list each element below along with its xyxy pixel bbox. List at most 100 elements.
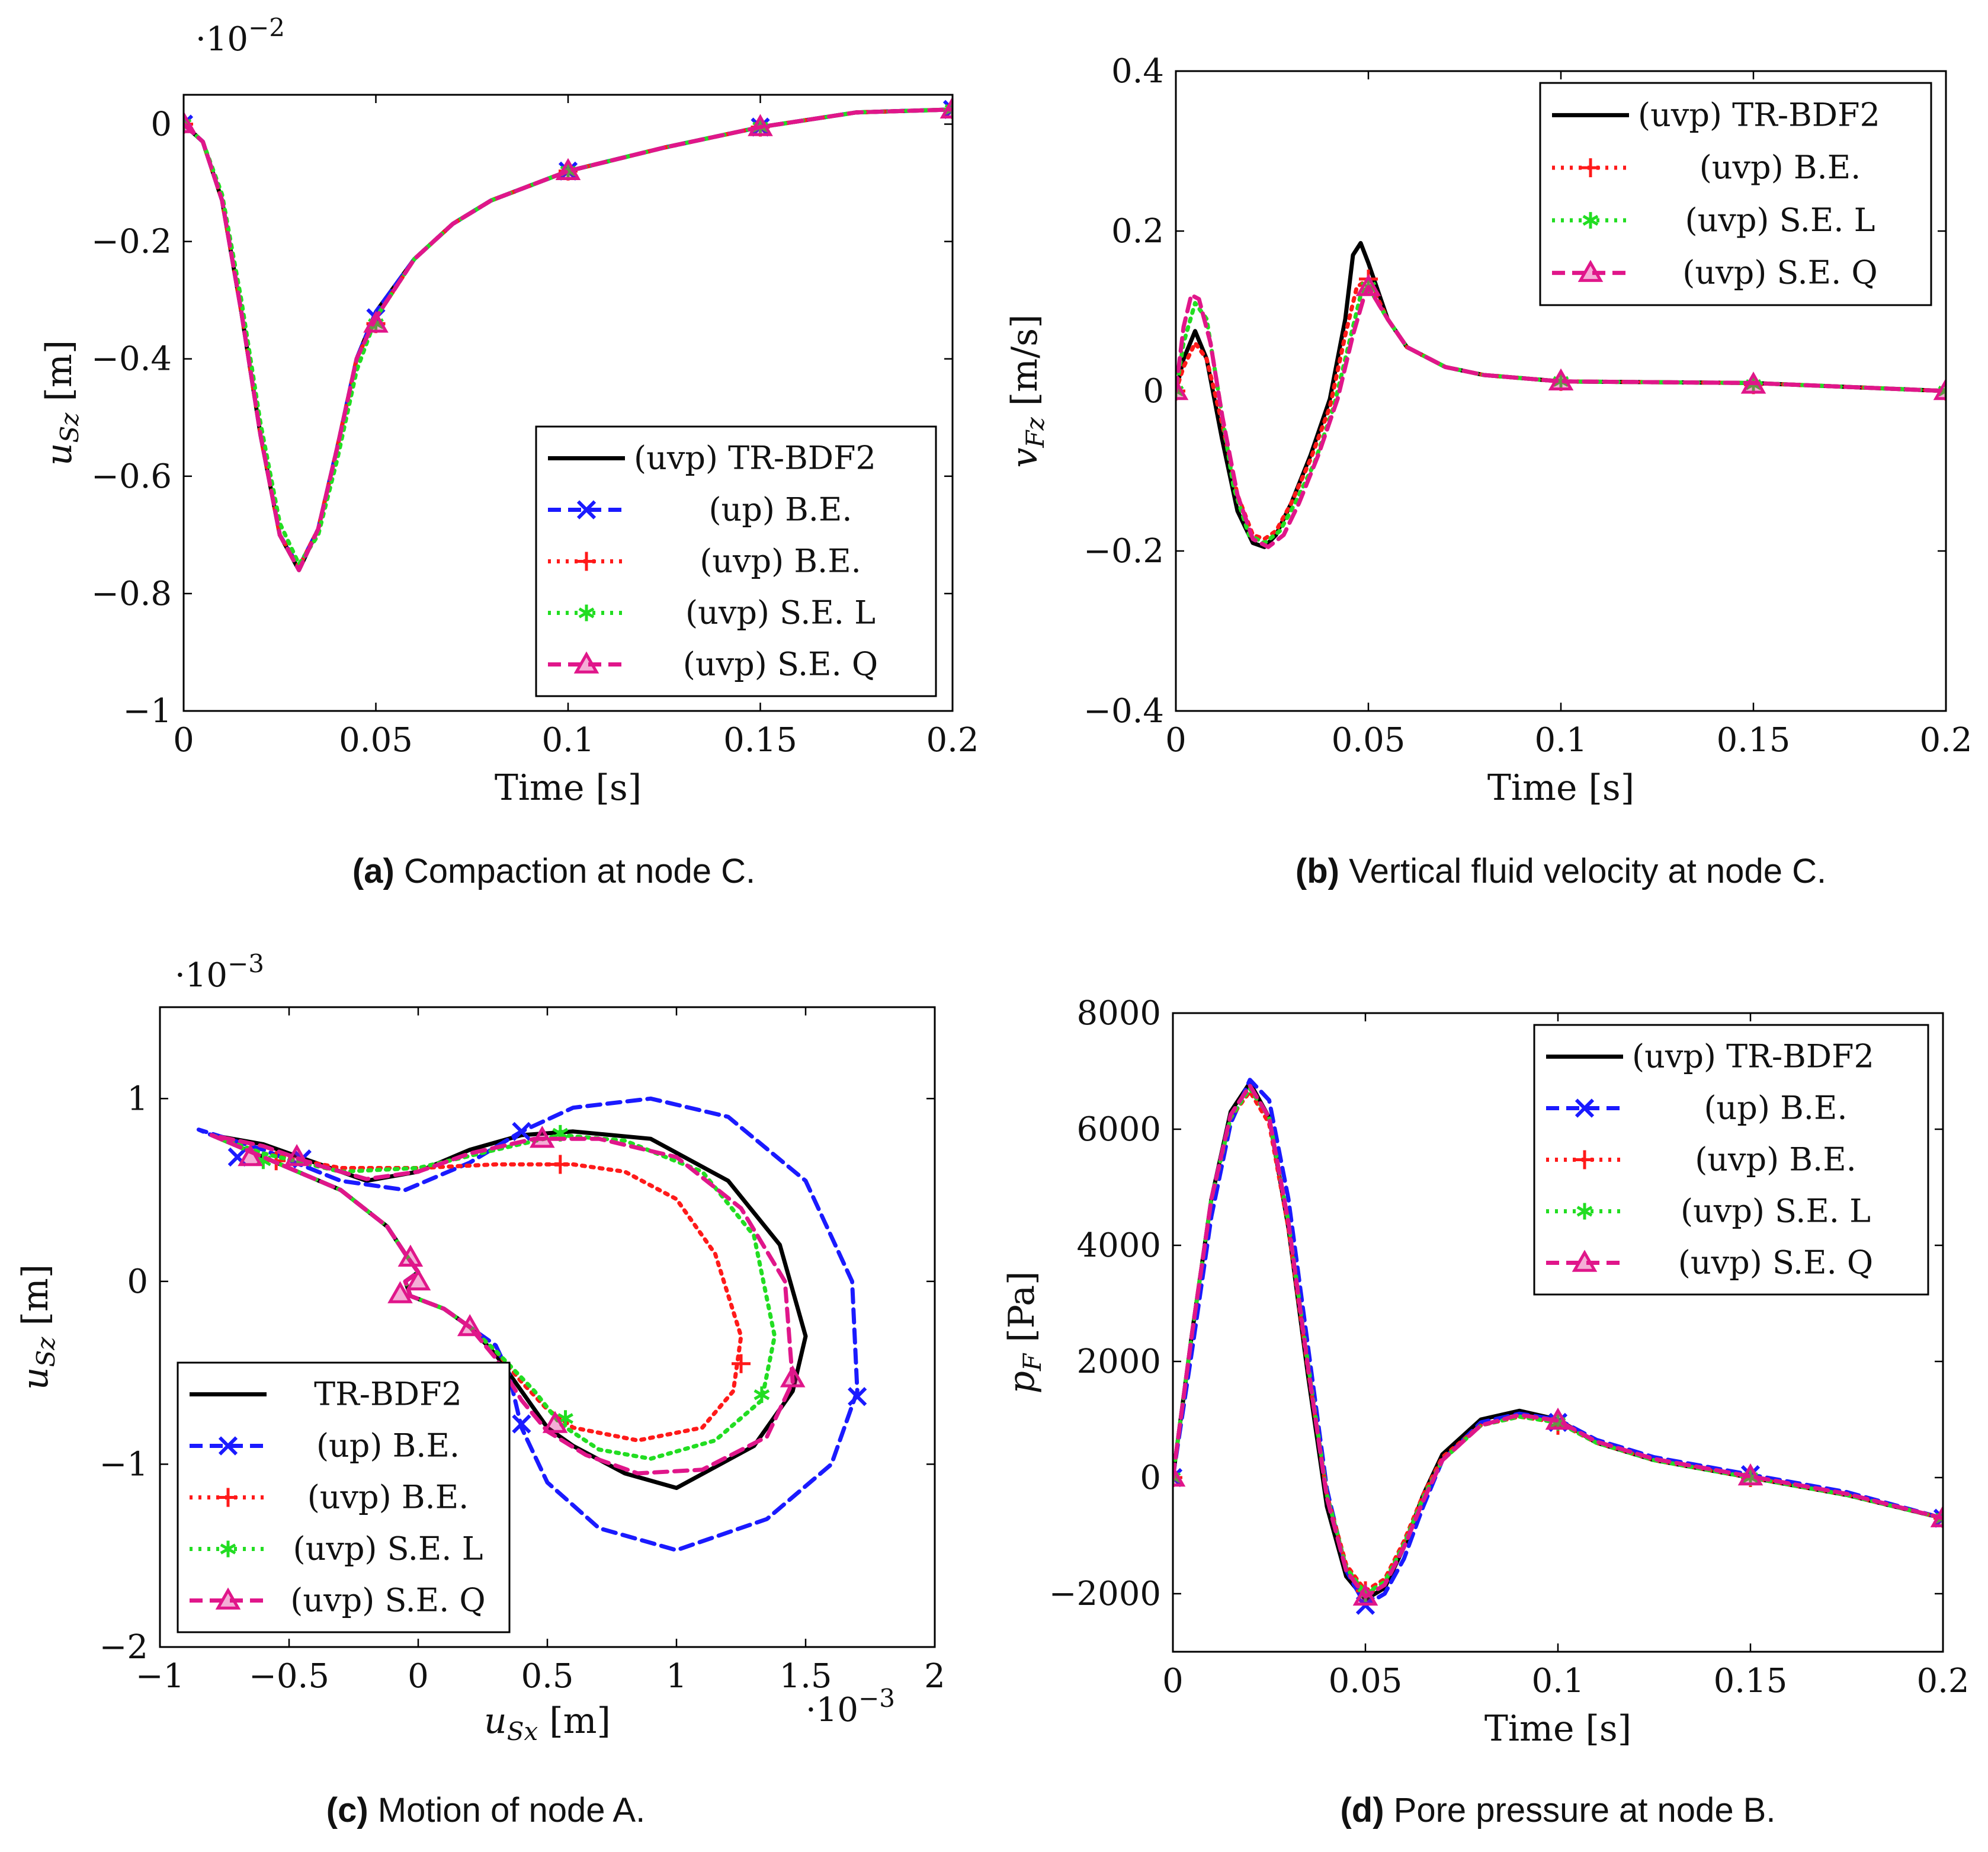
legend-marker [1576,1203,1593,1220]
y-tick-label: −2 [99,1628,148,1667]
chart-d: 0 0.05 0.1 0.15 0.2 8000 6000 4000 2000 0 −2000 Tim… [1001,994,1970,1829]
legend-label: (up) B.E. [1704,1090,1847,1127]
y-tick-label: −0.8 [91,575,172,613]
x-tick-label: 1.5 [779,1657,832,1696]
y-scale-label: ·10−3 [175,949,264,995]
legend-marker [219,1488,238,1507]
series-marker-4 [1352,1583,1378,1606]
y-axis-label: uSz [m] [39,340,84,466]
y-tick-label: 0 [1140,1459,1161,1497]
series-marker-4 [748,114,773,136]
series-marker-4 [397,1244,424,1267]
x-axis-label: Time [s] [495,767,642,809]
series-marker-1 [1173,1467,1183,1488]
y-tick-label: −0.4 [91,340,172,379]
series-marker-3 [1176,377,1189,400]
y-tick-label: −0.2 [1083,532,1164,571]
y-tick-label: −0.6 [91,457,172,496]
series-marker-4 [405,1268,431,1291]
y-tick-label: 0.2 [1111,212,1164,251]
series-marker-4 [238,1143,263,1167]
x-scale-label: ·10−3 [806,1684,895,1729]
series-line-4 [1173,1084,1943,1599]
series-marker-3 [1933,377,1946,400]
y-tick-label: 0 [150,105,172,144]
plot-area [184,96,953,572]
x-tick-label: 0.1 [1534,721,1587,760]
chart-a: 0 0.05 0.1 0.15 0.2 0 −0.2 −0.4 −0.6 −0.8 −1 Time [… [39,13,979,890]
series-marker-4 [529,1126,555,1148]
x-tick-label: −1 [136,1657,185,1696]
x-tick-label: 0 [173,721,194,760]
y-scale-label: ·10−2 [195,13,285,59]
legend-label: TR-BDF2 [314,1376,462,1413]
legend-box [1539,82,1932,306]
legend-marker [578,604,595,621]
legend-label: (uvp) S.E. L [293,1530,483,1568]
chart-b: 0 0.05 0.1 0.15 0.2 0.4 0.2 0 −0.2 −0.4 Time [s] vF… [1004,52,1973,890]
x-tick-label: 0 [408,1657,429,1696]
y-tick-label: −1 [99,1445,148,1483]
legend-label: (uvp) B.E. [307,1479,469,1516]
series-marker-1 [942,100,953,119]
y-tick-label: −2000 [1049,1575,1161,1613]
legend-marker [1572,1249,1598,1272]
legend-marker [220,1540,236,1558]
caption: (b) Vertical fluid velocity at node C. [1296,852,1826,890]
legend-label: (uvp) S.E. L [685,594,876,632]
y-tick-label: −0.4 [1083,692,1164,730]
series-marker-1 [512,1122,531,1141]
series-line-4 [209,1133,795,1476]
series-marker-4 [780,1365,806,1388]
legend-label: (uvp) S.E. Q [1682,254,1877,291]
x-tick-label: 0.05 [1332,721,1406,760]
legend-label: (uvp) S.E. Q [290,1582,485,1619]
legend-label: (uvp) B.E. [700,543,861,580]
legend-marker [215,1587,241,1610]
x-tick-label: 0 [1162,1662,1184,1700]
series-marker-4 [457,1313,483,1337]
series-marker-4 [1930,1505,1943,1527]
x-tick-label: 0.15 [723,721,797,760]
legend-label: (uvp) TR-BDF2 [1638,96,1880,133]
x-tick-label: 0.05 [339,721,413,760]
series-marker-3 [1740,371,1766,394]
legend-marker [1581,158,1600,178]
legend-marker [1582,212,1599,229]
x-tick-label: −0.5 [249,1657,329,1696]
legend-label: (uvp) TR-BDF2 [1632,1038,1874,1075]
plot-area [196,1096,867,1552]
x-tick-label: 0.2 [1919,721,1972,760]
legend: (uvp) TR-BDF2 (up) B.E. (uvp) B.E. (uvp) S.… [1533,1024,1929,1296]
series-marker-1 [1933,1508,1943,1528]
legend-label: (uvp) B.E. [1695,1141,1856,1178]
legend-label: (uvp) S.E. L [1685,201,1875,239]
series-marker-4 [940,96,953,119]
y-tick-label: 8000 [1076,994,1161,1033]
legend: (uvp) TR-BDF2 (up) B.E. (uvp) B.E. (uvp) S.… [535,425,937,697]
caption: (d) Pore pressure at node B. [1340,1791,1775,1829]
x-tick-label: 1 [666,1657,687,1696]
series-line-4 [184,107,953,572]
y-tick-label: 6000 [1076,1110,1161,1149]
legend-label: (up) B.E. [316,1427,460,1465]
legend: (uvp) TR-BDF2 (uvp) B.E. (uvp) S.E. L (uvp)… [1539,82,1932,306]
series-marker-3 [1355,274,1381,296]
series-marker-2 [732,1354,751,1373]
caption: (a) Compaction at node C. [352,852,755,890]
caption: (c) Motion of node A. [326,1791,645,1829]
x-tick-label: 0.15 [1714,1662,1788,1700]
series-marker-4 [555,158,581,181]
series-marker-3 [1548,368,1574,391]
y-tick-label: 0 [1143,372,1164,411]
legend-marker [573,651,599,674]
legend-label: (uvp) TR-BDF2 [634,440,876,477]
x-tick-label: 2 [924,1657,945,1696]
series-marker-2 [550,1155,570,1174]
series-marker-1 [512,1414,531,1434]
series-marker-4 [363,310,389,333]
plot-area [1173,1078,1943,1615]
y-tick-label: 1 [127,1079,148,1118]
legend-label: (up) B.E. [708,491,852,528]
